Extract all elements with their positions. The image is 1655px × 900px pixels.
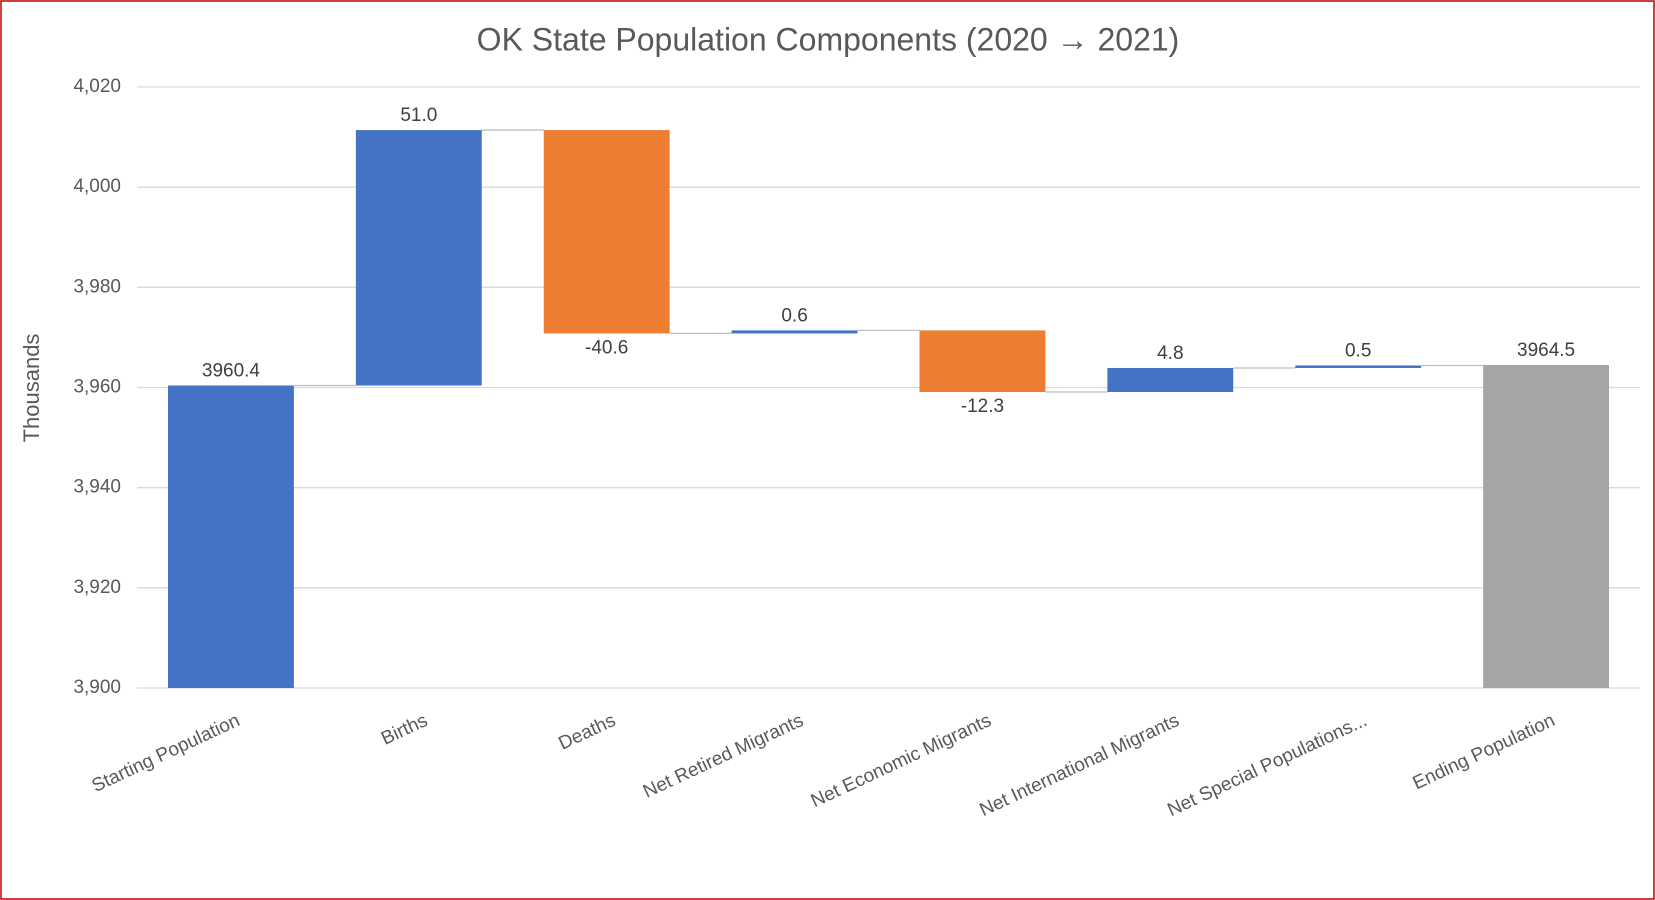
data-label: -40.6 [585,337,628,358]
y-tick-label: 4,000 [73,176,121,197]
bar [543,130,670,334]
y-tick-label: 3,940 [73,477,121,498]
chart-title: OK State Population Components (2020 → 2… [477,21,1180,57]
bar [167,385,294,688]
y-tick-label: 3,920 [73,577,121,598]
data-label: -12.3 [961,396,1004,417]
data-label: 4.8 [1157,343,1183,364]
y-tick-label: 3,900 [73,677,121,698]
bar [919,330,1046,393]
y-tick-label: 4,020 [73,76,121,97]
data-label: 51.0 [400,105,437,126]
bar [731,330,858,334]
bar [355,130,482,386]
y-tick-label: 3,960 [73,377,121,398]
bar [1483,364,1610,688]
bar [1107,367,1234,393]
bar [1295,365,1422,368]
data-label: 0.5 [1345,340,1371,361]
data-label: 0.6 [781,305,807,326]
data-label: 3964.5 [1517,340,1575,361]
data-label: 3960.4 [202,361,261,382]
y-axis-label: Thousands [19,334,44,443]
y-tick-label: 3,980 [73,276,121,297]
